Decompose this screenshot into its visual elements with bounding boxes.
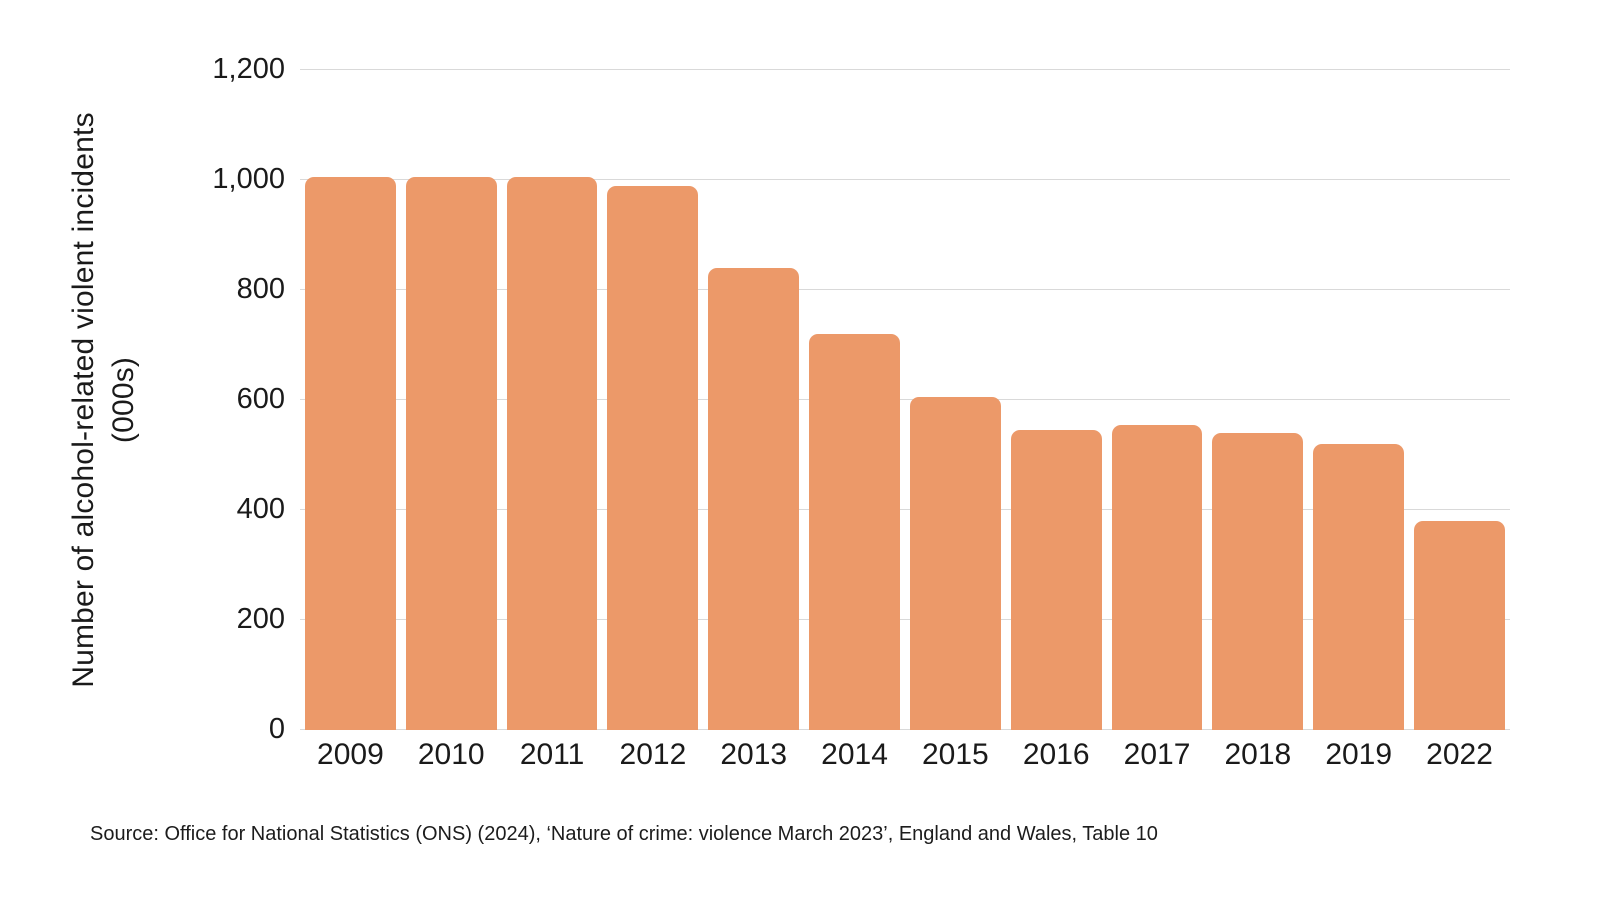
x-axis-tick-labels: 2009 2010 2011 2012 2013 2014 2015 2016 2017 2018… xyxy=(300,737,1510,773)
bar-slot-2015 xyxy=(905,70,1006,730)
bar-2011 xyxy=(506,177,598,730)
bar-2022 xyxy=(1414,521,1505,730)
x-tick-label-2018: 2018 xyxy=(1224,738,1292,771)
x-tick-label-2012: 2012 xyxy=(619,738,687,771)
x-tick-label-2015: 2015 xyxy=(922,738,989,771)
bar-2019 xyxy=(1313,444,1405,730)
plot-area xyxy=(300,69,1510,730)
bar-slot-2016 xyxy=(1006,70,1107,730)
bar-2010 xyxy=(405,177,497,730)
bar-2009 xyxy=(305,177,396,730)
source-note: Source: Office for National Statistics (… xyxy=(90,823,1158,845)
x-tick-label-2017: 2017 xyxy=(1123,738,1191,771)
bars-row xyxy=(300,70,1510,730)
y-tick-label-1200: 1,200 xyxy=(212,53,285,85)
gridline-0 xyxy=(300,729,1510,730)
bar-slot-2009 xyxy=(300,70,401,730)
gridline-600 xyxy=(300,399,1510,400)
bar-slot-2013 xyxy=(703,70,804,730)
x-tick-label-2011: 2011 xyxy=(519,738,585,771)
bar-slot-2022 xyxy=(1409,70,1510,730)
bar-slot-2014 xyxy=(804,70,905,730)
bar-2013 xyxy=(708,268,800,730)
x-tick-label-2009: 2009 xyxy=(317,738,384,771)
bar-2018 xyxy=(1212,433,1304,730)
bar-slot-2012 xyxy=(602,70,703,730)
x-tick-label-2013: 2013 xyxy=(720,738,788,771)
gridline-1000 xyxy=(300,179,1510,180)
y-tick-label-600: 600 xyxy=(236,383,285,415)
y-tick-label-0: 0 xyxy=(268,713,285,745)
gridline-200 xyxy=(300,619,1510,620)
gridline-1200 xyxy=(300,69,1510,70)
x-tick-label-2010: 2010 xyxy=(417,738,485,771)
x-tick-label-2022: 2022 xyxy=(1426,738,1493,771)
bar-slot-2010 xyxy=(401,70,502,730)
y-tick-label-400: 400 xyxy=(236,493,285,525)
y-axis-title-line1: Number of alcohol-related violent incide… xyxy=(67,112,100,688)
x-tick-label-2014: 2014 xyxy=(821,738,888,771)
y-tick-label-1000: 1,000 xyxy=(212,163,285,195)
x-tick-label-2016: 2016 xyxy=(1022,738,1090,771)
gridline-800 xyxy=(300,289,1510,290)
bar-slot-2017 xyxy=(1107,70,1208,730)
bar-2016 xyxy=(1010,430,1102,730)
bar-slot-2018 xyxy=(1207,70,1308,730)
y-tick-label-200: 200 xyxy=(236,603,285,635)
bar-2012 xyxy=(607,185,699,730)
bar-2017 xyxy=(1111,424,1203,730)
gridline-400 xyxy=(300,509,1510,510)
bar-slot-2019 xyxy=(1308,70,1409,730)
bar-2014 xyxy=(809,334,900,730)
x-tick-label-2019: 2019 xyxy=(1325,738,1393,771)
bar-slot-2011 xyxy=(502,70,603,730)
y-tick-label-800: 800 xyxy=(236,273,285,305)
bar-2015 xyxy=(909,397,1001,730)
